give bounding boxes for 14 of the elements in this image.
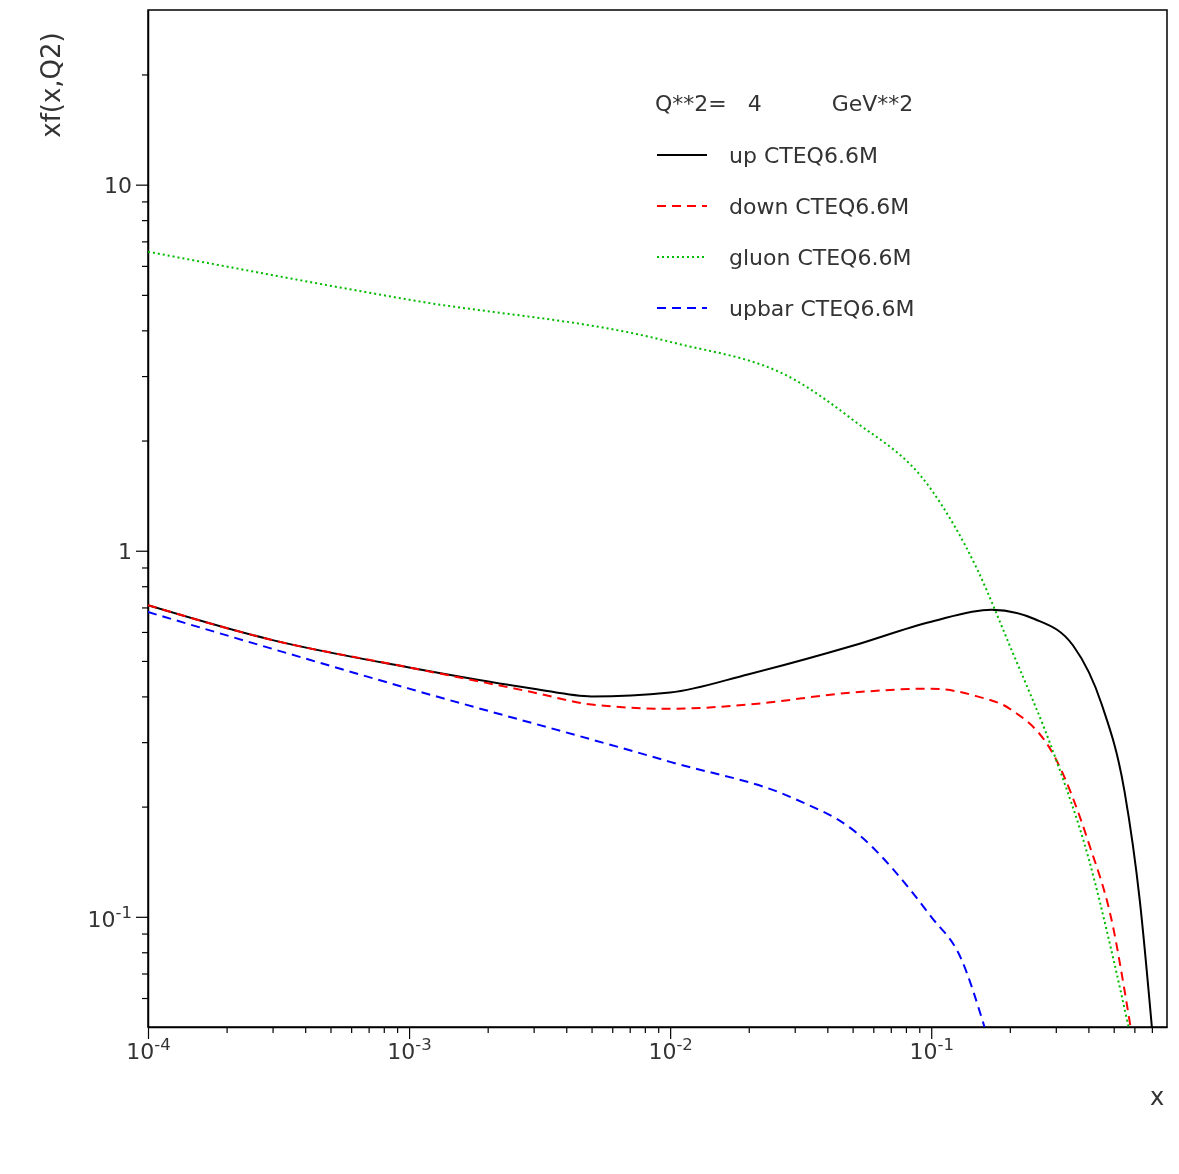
x-tick-label: 10$^{-2}$: [648, 1034, 693, 1064]
legend-label: up CTEQ6.6M: [729, 143, 878, 168]
legend-title: Q**2= 4 GeV**2: [655, 91, 914, 116]
legend-label: down CTEQ6.6M: [729, 194, 910, 219]
x-tick-label: 10$^{-4}$: [126, 1034, 171, 1064]
y-tick-label: 10: [104, 172, 132, 198]
legend-label: upbar CTEQ6.6M: [729, 296, 915, 321]
y-tick-label: 1: [118, 538, 132, 564]
x-axis-title: x: [1149, 1083, 1165, 1111]
y-axis-title: xf(x,Q2): [36, 32, 66, 138]
x-tick-label: 10$^{-3}$: [387, 1034, 432, 1064]
x-tick-label: 10$^{-1}$: [909, 1034, 954, 1064]
legend-label: gluon CTEQ6.6M: [729, 245, 912, 270]
y-tick-label: 10$^{-1}$: [87, 902, 132, 933]
